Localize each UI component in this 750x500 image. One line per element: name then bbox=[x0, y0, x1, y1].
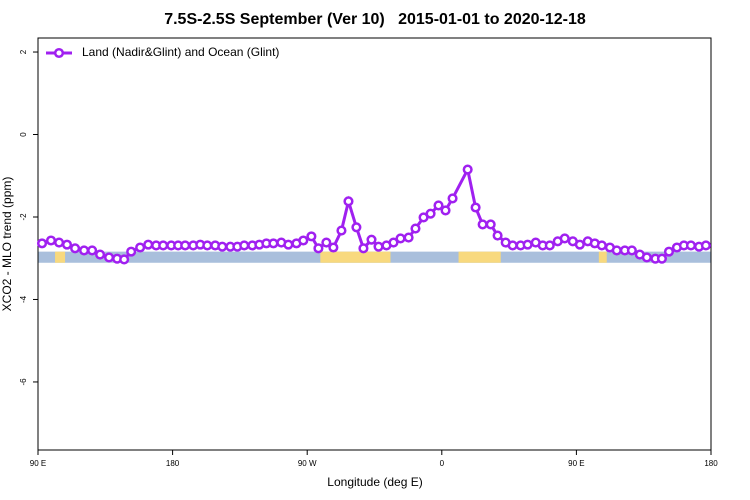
data-point bbox=[470, 202, 481, 213]
data-point bbox=[663, 246, 675, 257]
data-point bbox=[298, 235, 309, 246]
data-point bbox=[685, 240, 697, 251]
data-point bbox=[544, 240, 555, 251]
data-point bbox=[217, 241, 228, 252]
data-point bbox=[492, 230, 503, 241]
data-point bbox=[336, 225, 347, 236]
data-point bbox=[641, 252, 652, 263]
legend-marker bbox=[53, 47, 65, 59]
data-point bbox=[626, 245, 637, 256]
data-point bbox=[611, 245, 622, 256]
data-point bbox=[596, 240, 607, 251]
data-point bbox=[135, 242, 146, 253]
data-point bbox=[485, 219, 496, 230]
y-tick-label: 0 bbox=[19, 132, 28, 137]
data-point bbox=[574, 239, 585, 250]
data-point bbox=[119, 254, 130, 265]
data-point bbox=[700, 240, 711, 251]
x-tick-label: 90 W bbox=[298, 459, 317, 468]
data-point bbox=[36, 238, 48, 249]
data-point bbox=[328, 242, 339, 253]
land-segment bbox=[598, 251, 607, 263]
y-tick-label: 2 bbox=[19, 49, 28, 54]
data-point bbox=[351, 222, 362, 233]
legend-label: Land (Nadir&Glint) and Ocean (Glint) bbox=[82, 45, 279, 59]
data-point bbox=[462, 164, 473, 175]
x-tick-label: 0 bbox=[440, 459, 445, 468]
data-point bbox=[202, 240, 213, 251]
data-point bbox=[158, 240, 169, 251]
data-point bbox=[143, 239, 154, 250]
x-axis-label: Longitude (deg E) bbox=[327, 475, 422, 489]
data-point bbox=[87, 245, 98, 256]
data-point bbox=[79, 245, 90, 256]
data-point bbox=[366, 234, 377, 245]
data-point bbox=[388, 237, 399, 248]
y-tick-label: -4 bbox=[19, 295, 28, 303]
data-point bbox=[559, 233, 570, 244]
data-point bbox=[373, 241, 384, 252]
data-point bbox=[54, 237, 65, 248]
data-point bbox=[447, 193, 458, 204]
data-point bbox=[358, 243, 369, 254]
y-axis-label: XCO2 - MLO trend (ppm) bbox=[0, 177, 14, 312]
data-point bbox=[313, 243, 324, 254]
data-point bbox=[425, 208, 436, 219]
data-point bbox=[522, 239, 533, 250]
data-point bbox=[239, 240, 250, 251]
data-point bbox=[70, 243, 81, 254]
data-point bbox=[180, 240, 191, 251]
data-point bbox=[343, 196, 354, 207]
y-tick-label: -2 bbox=[19, 213, 28, 221]
data-point bbox=[433, 200, 444, 211]
data-point bbox=[306, 231, 317, 242]
data-point bbox=[321, 237, 332, 248]
data-point bbox=[283, 239, 294, 250]
data-point bbox=[103, 252, 115, 263]
data-point bbox=[507, 240, 518, 251]
land-segment bbox=[55, 251, 66, 263]
data-point bbox=[477, 219, 488, 230]
data-point bbox=[410, 223, 421, 234]
land-segment bbox=[458, 251, 501, 263]
data-point bbox=[440, 205, 451, 216]
data-point bbox=[395, 233, 406, 244]
data-point bbox=[95, 249, 106, 260]
data-point bbox=[656, 253, 667, 264]
chart-title: 7.5S-2.5S September (Ver 10) 2015-01-01 … bbox=[164, 11, 586, 28]
data-point bbox=[268, 238, 279, 249]
data-point bbox=[403, 232, 414, 243]
data-point bbox=[126, 246, 137, 257]
x-tick-label: 90 E bbox=[568, 459, 584, 468]
x-tick-label: 180 bbox=[166, 459, 180, 468]
data-point bbox=[61, 239, 73, 250]
land-segment bbox=[320, 251, 391, 263]
x-tick-label: 90 E bbox=[30, 459, 46, 468]
y-tick-label: -6 bbox=[19, 378, 28, 386]
x-tick-label: 180 bbox=[704, 459, 718, 468]
data-point bbox=[45, 235, 57, 246]
